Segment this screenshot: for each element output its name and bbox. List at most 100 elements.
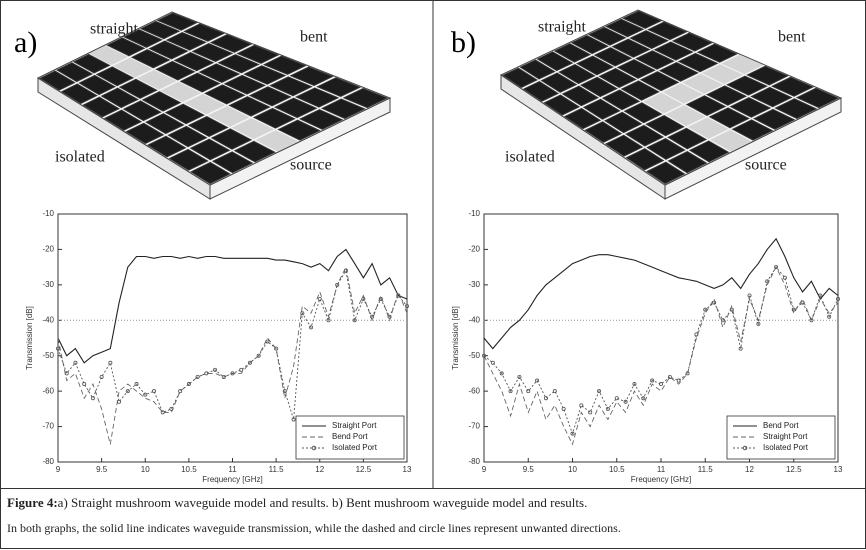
series-marker (667, 374, 672, 379)
mushroom-cell (252, 107, 296, 129)
series-line (57, 248, 408, 364)
mushroom-cell (210, 128, 253, 150)
series-marker (729, 307, 734, 312)
series-marker (508, 389, 513, 394)
series-marker (108, 360, 113, 365)
series-marker (703, 307, 708, 312)
series-marker (791, 307, 796, 312)
mushroom-cell (60, 83, 98, 104)
mushroom-cell (156, 12, 198, 31)
mushroom-cell (217, 54, 260, 74)
y-tick-label: -60 (42, 386, 54, 395)
y-tick-label: -40 (42, 315, 54, 324)
channel-cell (208, 106, 250, 127)
mushroom-cell (342, 87, 389, 109)
diagram-label: isolated (505, 149, 555, 166)
mushroom-cell (685, 95, 727, 116)
mushroom-cell (106, 37, 146, 57)
diagram-label: source (745, 157, 787, 174)
series-marker (561, 406, 566, 411)
mushroom-cell (543, 94, 581, 116)
series-marker (765, 279, 770, 284)
legend-label: Isolated Port (763, 443, 809, 452)
x-tick-label: 12.5 (356, 465, 372, 474)
mushroom-cell (604, 134, 644, 157)
series-marker (535, 378, 540, 383)
series-marker (221, 374, 226, 379)
x-tick-label: 12 (745, 465, 754, 474)
mushroom-cell (540, 72, 578, 93)
panel-label: b) (451, 26, 476, 59)
channel-cell (721, 54, 764, 75)
series-marker (82, 382, 87, 387)
mushroom-cell (667, 127, 708, 150)
figure: a) straight bent isolated source b) straight be… (0, 0, 866, 489)
series-marker (800, 300, 805, 305)
mushroom-cell (570, 35, 609, 55)
series-line (483, 266, 839, 446)
mushroom-cell (688, 140, 730, 163)
series-marker (335, 282, 340, 287)
mushroom-cell (629, 30, 669, 49)
mushroom-cell (726, 75, 768, 96)
x-tick-label: 10.5 (609, 465, 625, 474)
y-tick-label: -10 (42, 209, 54, 218)
x-tick-label: 11.5 (269, 465, 285, 474)
mushroom-cell (262, 55, 307, 75)
mushroom-cell (623, 102, 663, 124)
series-marker (499, 371, 504, 376)
series-marker (605, 406, 610, 411)
mushroom-cell (639, 71, 680, 92)
mushroom-cell (601, 89, 641, 111)
y-tick-label: -80 (468, 457, 480, 466)
y-tick-label: -20 (468, 245, 480, 254)
legend-swatch-marker (742, 445, 748, 451)
y-tick-label: -50 (42, 351, 54, 360)
series-marker (274, 346, 279, 351)
mushroom-cell (139, 20, 181, 40)
mushroom-cell (558, 64, 596, 85)
y-axis-label: Transmission [dB] (25, 306, 34, 370)
series-marker (361, 297, 366, 302)
x-tick-label: 11.5 (698, 465, 714, 474)
series-marker (326, 318, 331, 323)
series-marker (99, 374, 104, 379)
mushroom-cell (125, 122, 165, 145)
mushroom-cell (198, 63, 241, 83)
y-tick-label: -40 (468, 315, 480, 324)
caption: Figure 4:a) Straight mushroom waveguide … (0, 488, 866, 549)
series-marker (160, 410, 165, 415)
mushroom-cell (273, 97, 318, 119)
mushroom-cell (647, 21, 688, 41)
mushroom-cell (620, 80, 660, 101)
mushroom-cell (729, 97, 772, 118)
y-tick-label: -20 (42, 245, 54, 254)
legend-swatch-marker (311, 445, 317, 451)
series-marker (836, 297, 841, 302)
series-marker (178, 389, 183, 394)
series-marker (738, 346, 743, 351)
series-marker (827, 314, 832, 319)
mushroom-cell (563, 107, 602, 130)
mushroom-cell (189, 138, 231, 161)
channel-cell (184, 93, 226, 115)
mushroom-cell (243, 65, 287, 85)
series-marker (230, 371, 235, 376)
y-tick-label: -10 (468, 209, 480, 218)
mushroom-cell (179, 72, 221, 93)
mushroom-cell (750, 86, 793, 108)
legend-label: Isolated Port (332, 443, 378, 452)
mushroom-cell (168, 148, 209, 171)
mushroom-cell (269, 76, 313, 97)
mushroom-cell (183, 23, 226, 42)
series-marker (614, 396, 619, 401)
panel-label: a) (14, 26, 37, 59)
series-marker (387, 314, 392, 319)
series-marker (720, 318, 725, 323)
mushroom-cell (677, 52, 719, 73)
series-marker (300, 311, 305, 316)
series-marker (151, 389, 156, 394)
channel-cell (710, 129, 752, 152)
x-tick-label: 10.5 (181, 465, 197, 474)
series-marker (694, 332, 699, 337)
